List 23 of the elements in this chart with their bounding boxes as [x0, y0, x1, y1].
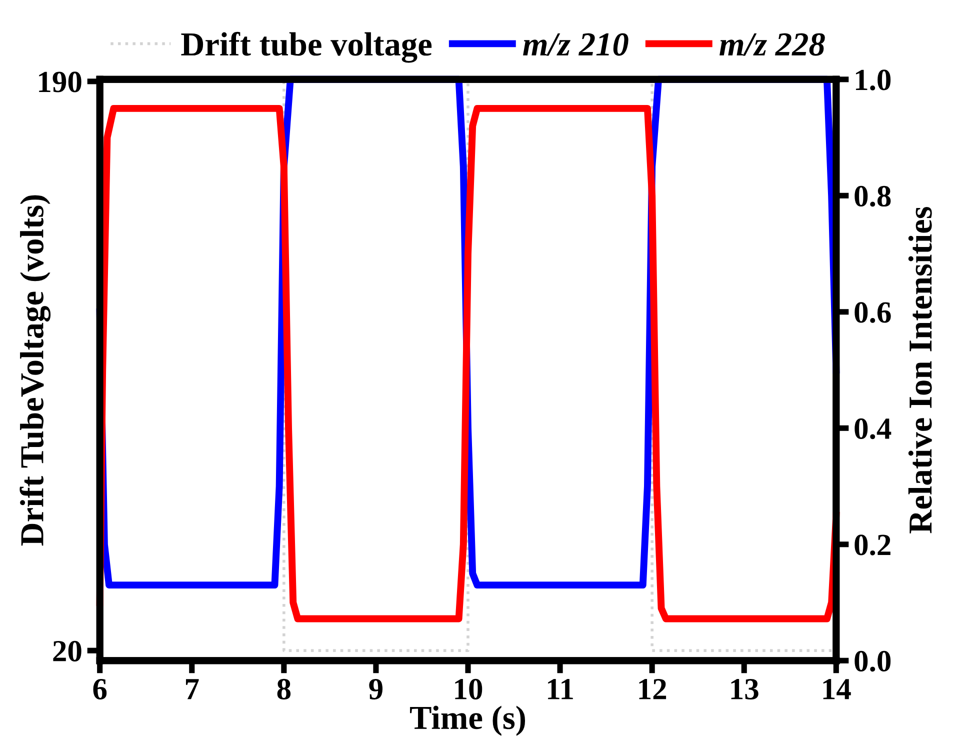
y2-axis-title: Relative Ion Intensities	[908, 206, 932, 534]
x-tick-label: 12	[639, 678, 666, 700]
y2-tick-label: 0.4	[854, 418, 892, 440]
y2-tick-label: 0.0	[854, 650, 891, 672]
x-tick-label: 13	[731, 678, 758, 700]
x-axis-title: Time (s)	[410, 706, 526, 736]
x-tick-label: 11	[548, 679, 573, 700]
y2-tick-label: 0.8	[854, 186, 891, 207]
x-tick-label: 8	[277, 678, 291, 700]
legend-label: Drift tube voltage	[181, 32, 432, 63]
x-tick-label: 6	[93, 678, 107, 700]
y2-tick-label: 0.6	[854, 302, 891, 323]
legend-label: m/z 228	[720, 33, 825, 56]
legend-label: m/z 210	[523, 33, 628, 56]
x-tick-label: 9	[369, 678, 382, 700]
y-axis-title: Drift TubeVoltage (volts)	[20, 195, 51, 546]
y2-tick-label: 1.0	[856, 70, 891, 90]
y-tick-label: 20	[53, 640, 82, 662]
y-tick-label: 190	[39, 72, 82, 92]
y2-tick-label: 0.2	[854, 534, 890, 556]
x-tick-label: 14	[823, 679, 851, 700]
x-tick-label: 7	[186, 679, 199, 700]
x-tick-label: 10	[455, 678, 482, 700]
